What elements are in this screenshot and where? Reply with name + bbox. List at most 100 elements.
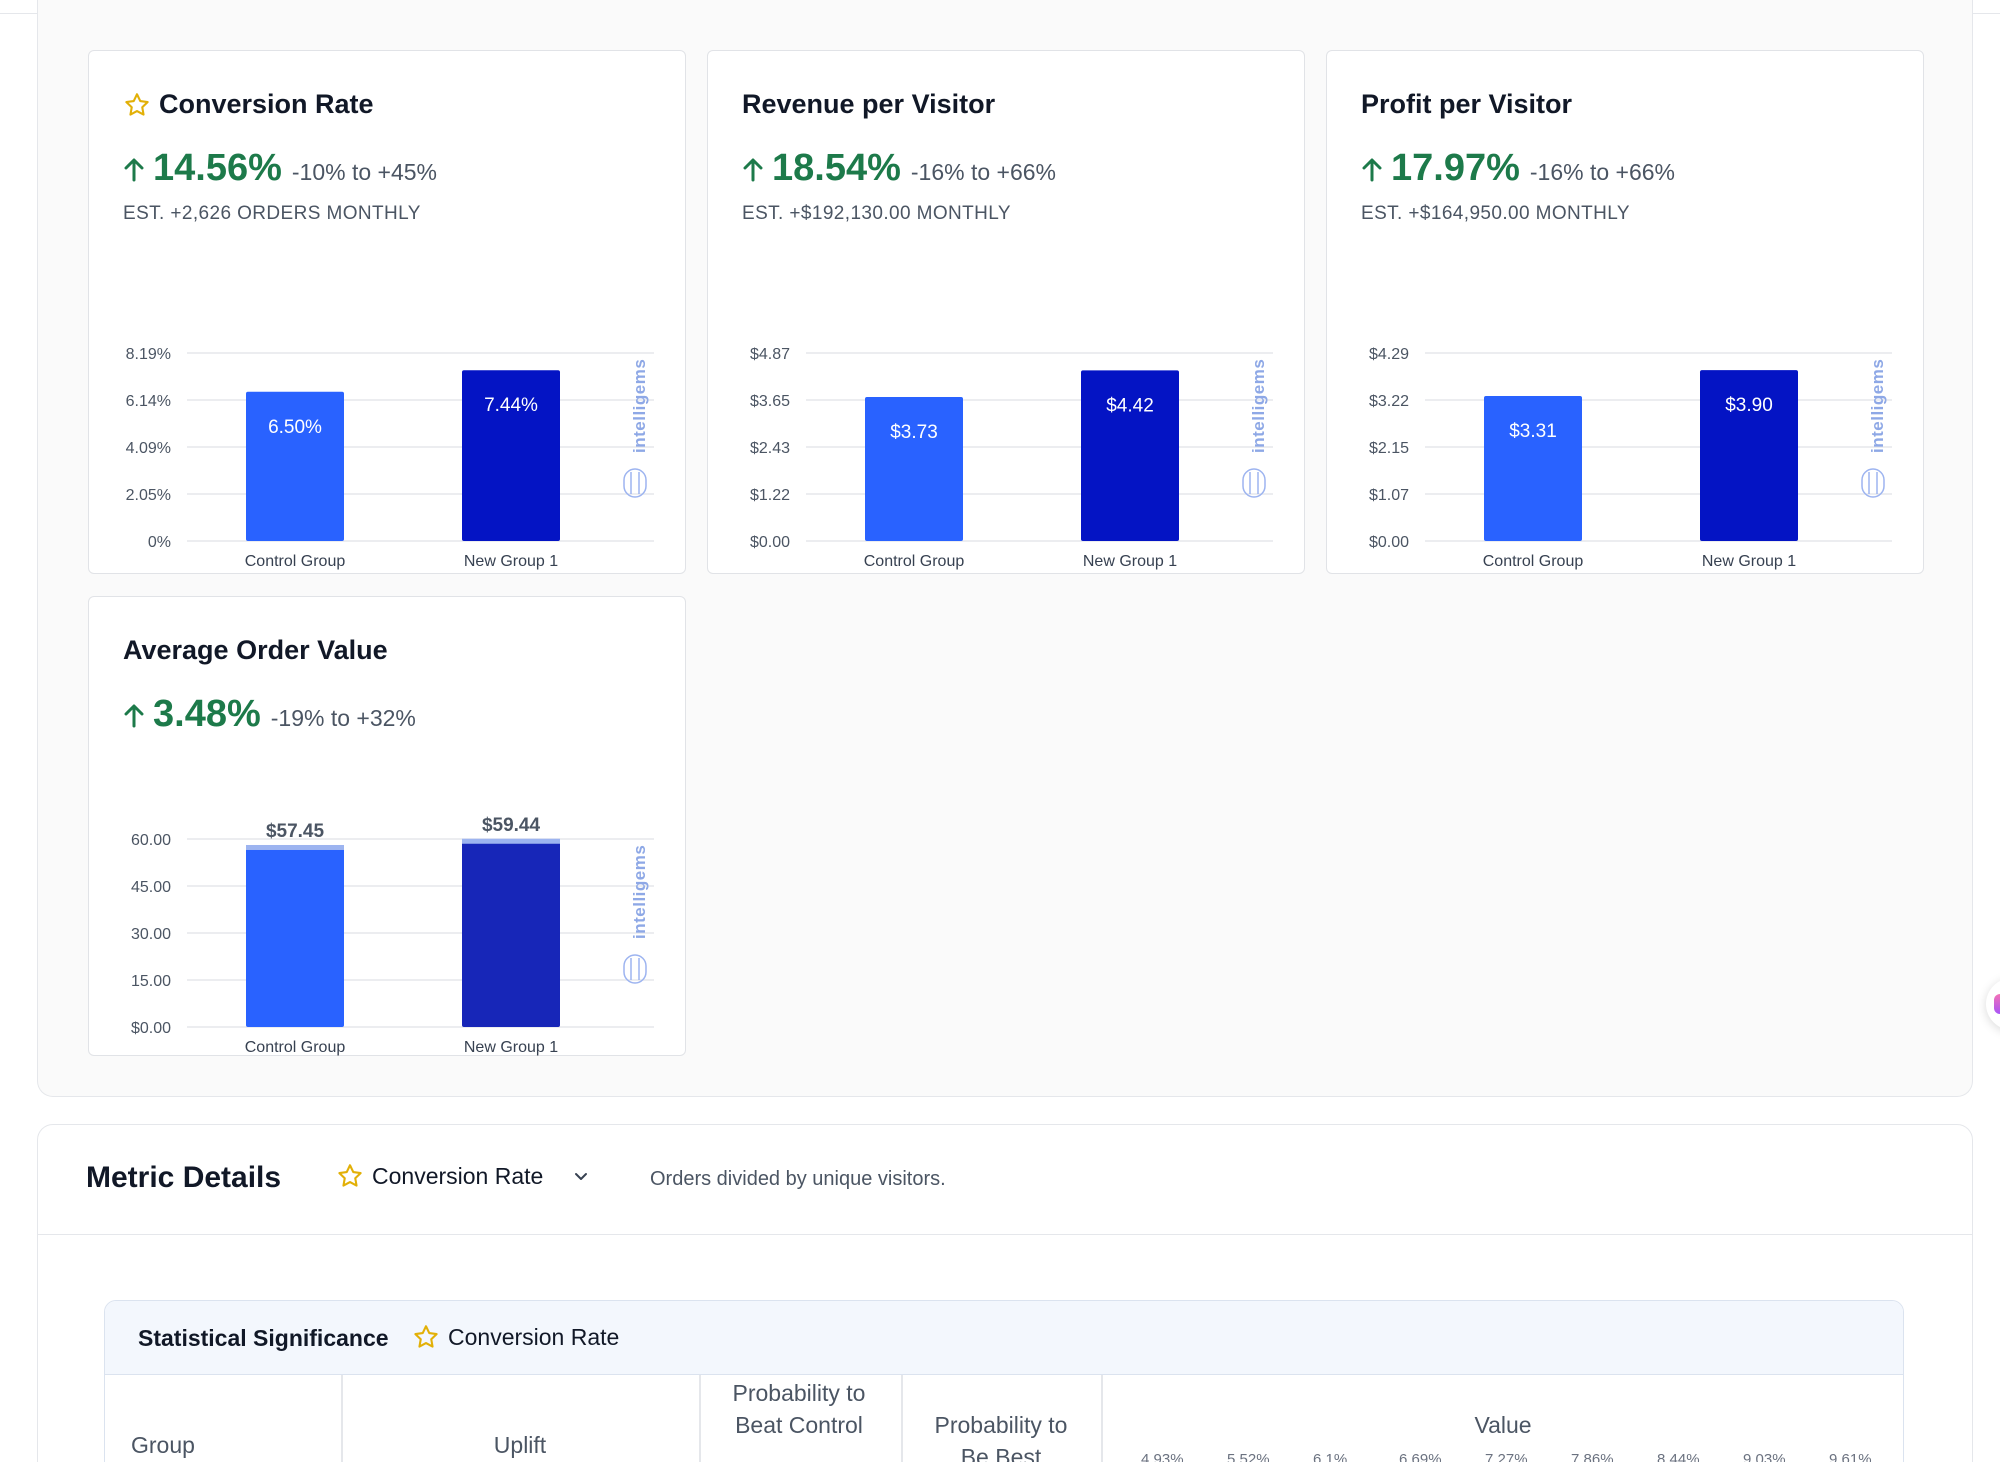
y-tick-label: 45.00 <box>131 879 171 896</box>
card-title: Conversion Rate <box>123 89 374 120</box>
uplift-range: -10% to +45% <box>291 159 438 185</box>
value-axis-tick: 5.52% <box>1227 1451 1270 1462</box>
value-axis-tick: 4.93% <box>1141 1451 1184 1462</box>
bar <box>246 391 344 541</box>
column-divider <box>1101 1375 1103 1462</box>
x-category-label: Control Group <box>1483 553 1584 570</box>
bar-chart: 8.19% 6.14% 4.09% 2.05% 0% 6.50% Control Group… <box>89 281 687 601</box>
value-axis-tick: 7.86% <box>1571 1451 1614 1462</box>
uplift-value: 3.48% <box>153 693 261 735</box>
bar-value-label: $57.45 <box>266 821 325 842</box>
bar <box>1484 395 1582 541</box>
watermark-logo-icon <box>623 954 647 984</box>
monthly-estimate: EST. +2,626 ORDERS MONTHLY <box>123 203 421 224</box>
uplift-range: -16% to +66% <box>1529 159 1676 185</box>
x-category-label: New Group 1 <box>1702 553 1796 570</box>
watermark-logo-icon <box>1861 468 1885 498</box>
value-axis-tick: 9.61% <box>1829 1451 1872 1462</box>
chevron-down-icon <box>571 1166 591 1186</box>
y-tick-label: $1.07 <box>1369 487 1409 504</box>
metric-details-title: Metric Details <box>86 1161 282 1194</box>
significance-metric-label: Conversion Rate <box>448 1323 620 1350</box>
watermark-text: intelligems <box>1249 359 1268 453</box>
value-axis-tick: 6.69% <box>1399 1451 1442 1462</box>
bar-value-label: $59.44 <box>482 815 541 836</box>
bar-chart-svg: 8.19% 6.14% 4.09% 2.05% 0% 6.50% Control Group… <box>126 346 654 570</box>
card-title-text: Profit per Visitor <box>1361 89 1573 119</box>
card-title: Revenue per Visitor <box>742 89 995 120</box>
card-title: Average Order Value <box>123 635 388 666</box>
arrow-up-icon <box>123 702 145 728</box>
x-category-label: New Group 1 <box>464 1039 558 1056</box>
uplift-value: 18.54% <box>772 147 901 189</box>
uplift-range: -16% to +66% <box>910 159 1057 185</box>
x-category-label: Control Group <box>245 553 346 570</box>
floating-widget-button[interactable] <box>1986 978 2000 1030</box>
y-tick-label: 4.09% <box>126 440 171 457</box>
watermark-text: intelligems <box>630 845 649 939</box>
value-axis-tick: 6.1% <box>1313 1451 1348 1462</box>
monthly-estimate: EST. +$192,130.00 MONTHLY <box>742 203 1011 224</box>
logo-outline <box>623 954 647 984</box>
metric-card-average-order-value[interactable]: Average Order Value 3.48% -19% to +32% 6… <box>88 596 686 1056</box>
bar <box>462 370 560 541</box>
bar <box>246 846 344 1027</box>
column-header-prob-beat-control[interactable]: Probability to Beat Control <box>732 1380 866 1438</box>
arrow-up-icon <box>742 156 764 182</box>
bar <box>1081 370 1179 541</box>
results-panel: Conversion Rate 14.56% -10% to +45% EST.… <box>37 0 1973 1097</box>
metric-selector[interactable]: Conversion Rate <box>336 1162 591 1190</box>
y-tick-label: $4.29 <box>1369 346 1409 363</box>
x-category-label: New Group 1 <box>1083 553 1177 570</box>
logo-outline <box>1242 468 1266 498</box>
significance-table: Statistical Significance Conversion Rate… <box>104 1300 1904 1462</box>
y-tick-label: $3.22 <box>1369 393 1409 410</box>
y-tick-label: $0.00 <box>1369 534 1409 551</box>
y-tick-label: $4.87 <box>750 346 790 363</box>
bar <box>462 840 560 1027</box>
column-header-value[interactable]: Value <box>1474 1412 1532 1438</box>
widget-icon <box>1994 994 2000 1014</box>
y-tick-label: 60.00 <box>131 832 171 849</box>
watermark-logo-icon <box>1242 468 1266 498</box>
bar <box>1700 370 1798 541</box>
uplift-row: 17.97% -16% to +66% <box>1361 147 1675 190</box>
star-icon <box>336 1162 364 1190</box>
card-title-text: Average Order Value <box>123 635 388 665</box>
bar-value-label: $4.42 <box>1106 395 1154 416</box>
y-tick-label: 2.05% <box>126 487 171 504</box>
uplift-row: 18.54% -16% to +66% <box>742 147 1056 190</box>
bar-chart: 60.00 45.00 30.00 15.00 $0.00 $57.45 Control G… <box>89 767 687 1087</box>
column-header-uplift[interactable]: Uplift <box>493 1432 547 1458</box>
column-divider <box>901 1375 903 1462</box>
column-header-prob-best[interactable]: Probability to Be Best <box>934 1412 1068 1462</box>
y-tick-label: 0% <box>148 534 171 551</box>
bar-chart-svg: 60.00 45.00 30.00 15.00 $0.00 $57.45 Control G… <box>131 815 654 1056</box>
significance-title: Statistical Significance <box>138 1325 389 1351</box>
value-axis-tick: 8.44% <box>1657 1451 1700 1462</box>
column-divider <box>699 1375 701 1462</box>
uplift-range: -19% to +32% <box>270 705 416 731</box>
x-category-label: New Group 1 <box>464 553 558 570</box>
metric-card-revenue-per-visitor[interactable]: Revenue per Visitor 18.54% -16% to +66% … <box>707 50 1305 574</box>
column-divider <box>341 1375 343 1462</box>
column-header-group[interactable]: Group <box>131 1432 195 1458</box>
card-title: Profit per Visitor <box>1361 89 1572 120</box>
bar-value-label: $3.73 <box>890 422 938 443</box>
arrow-up-icon <box>123 156 145 182</box>
value-axis-tick: 9.03% <box>1743 1451 1786 1462</box>
metric-card-profit-per-visitor[interactable]: Profit per Visitor 17.97% -16% to +66% E… <box>1326 50 1924 574</box>
significance-metric: Conversion Rate <box>412 1323 619 1351</box>
watermark-text: intelligems <box>630 359 649 453</box>
metric-details-header: Metric Details Conversion Rate Orders di… <box>38 1125 1972 1235</box>
metric-card-conversion-rate[interactable]: Conversion Rate 14.56% -10% to +45% EST.… <box>88 50 686 574</box>
watermark-logo-icon <box>623 468 647 498</box>
y-tick-label: $2.15 <box>1369 440 1409 457</box>
x-category-label: Control Group <box>245 1039 346 1056</box>
star-icon[interactable] <box>123 91 151 119</box>
y-tick-label: 8.19% <box>126 346 171 363</box>
y-tick-label: 30.00 <box>131 926 171 943</box>
significance-header: Statistical Significance Conversion Rate <box>105 1301 1903 1375</box>
y-tick-label: $2.43 <box>750 440 790 457</box>
y-tick-label: 15.00 <box>131 973 171 990</box>
